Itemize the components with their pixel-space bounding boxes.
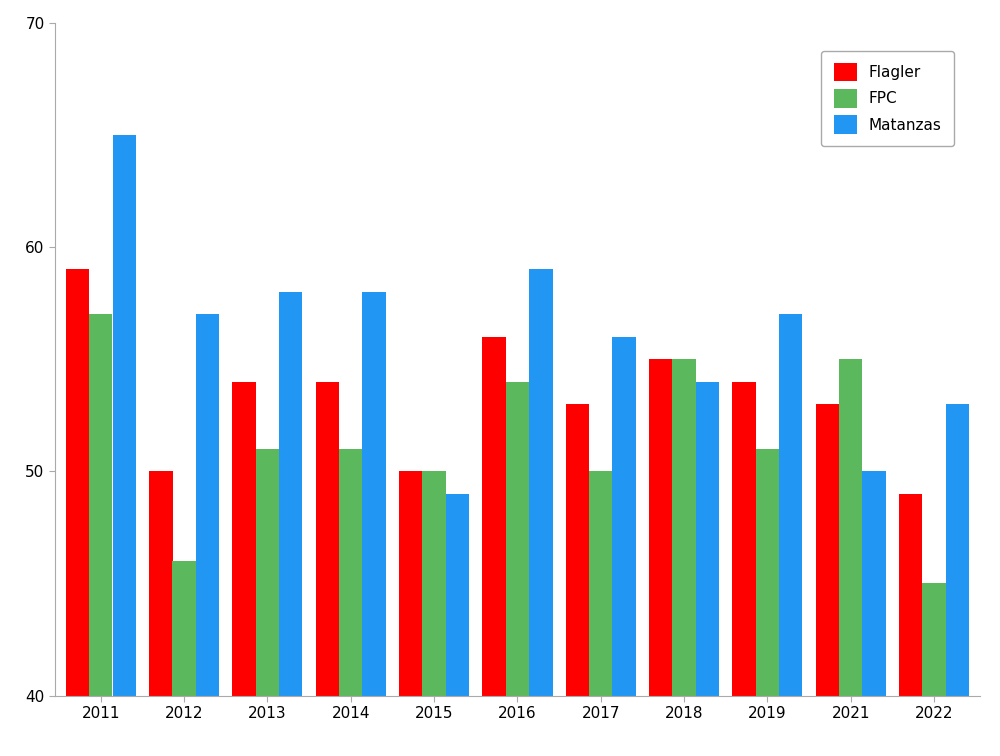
Bar xyxy=(446,494,469,756)
Bar xyxy=(256,449,279,756)
Bar xyxy=(566,404,589,756)
Bar xyxy=(589,471,612,756)
Bar xyxy=(899,494,922,756)
Bar xyxy=(112,135,136,756)
Bar xyxy=(779,314,802,756)
Bar xyxy=(732,382,756,756)
Bar xyxy=(506,382,529,756)
Bar xyxy=(362,292,386,756)
Bar xyxy=(816,404,839,756)
Bar xyxy=(172,561,196,756)
Bar xyxy=(422,471,446,756)
Bar xyxy=(862,471,886,756)
Bar xyxy=(529,269,552,756)
Bar xyxy=(482,336,506,756)
Bar xyxy=(279,292,302,756)
Bar xyxy=(66,269,89,756)
Bar xyxy=(946,404,969,756)
Bar xyxy=(339,449,362,756)
Bar xyxy=(756,449,779,756)
Bar xyxy=(89,314,112,756)
Bar xyxy=(399,471,422,756)
Legend: Flagler, FPC, Matanzas: Flagler, FPC, Matanzas xyxy=(821,51,954,146)
Bar xyxy=(649,359,672,756)
Bar xyxy=(316,382,339,756)
Bar xyxy=(612,336,636,756)
Bar xyxy=(672,359,696,756)
Bar xyxy=(696,382,719,756)
Bar xyxy=(922,584,946,756)
Bar xyxy=(149,471,173,756)
Bar xyxy=(839,359,862,756)
Bar xyxy=(232,382,256,756)
Bar xyxy=(196,314,219,756)
